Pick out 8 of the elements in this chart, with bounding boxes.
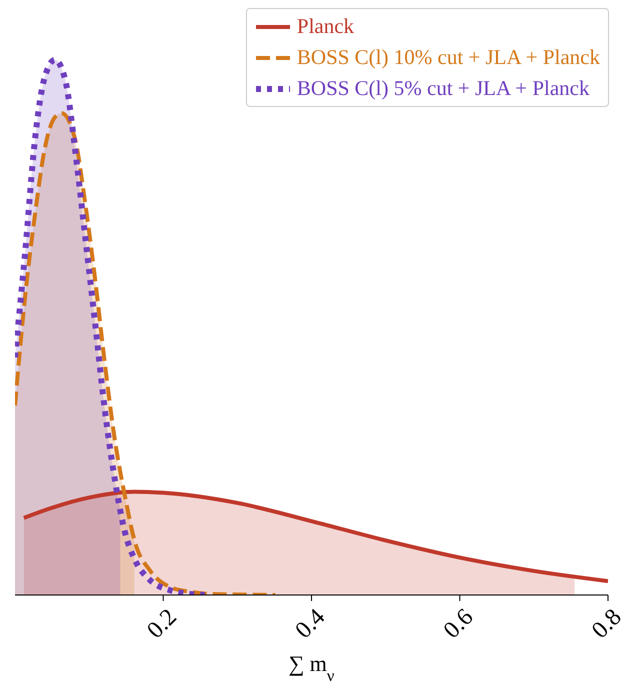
x-axis-title: ∑ m$_{ν}$ — [288, 651, 335, 684]
legend-label: Planck — [296, 13, 354, 40]
legend-label: BOSS C(l) 10% cut + JLA + Planck — [296, 44, 600, 71]
x-tick-label: 0.8 — [587, 604, 627, 644]
legend-label: BOSS C(l) 5% cut + JLA + Planck — [296, 75, 590, 102]
x-tick-label: 0.2 — [142, 604, 182, 644]
x-tick-label: 0.4 — [290, 604, 330, 644]
x-tick-label: 0.6 — [438, 604, 478, 644]
